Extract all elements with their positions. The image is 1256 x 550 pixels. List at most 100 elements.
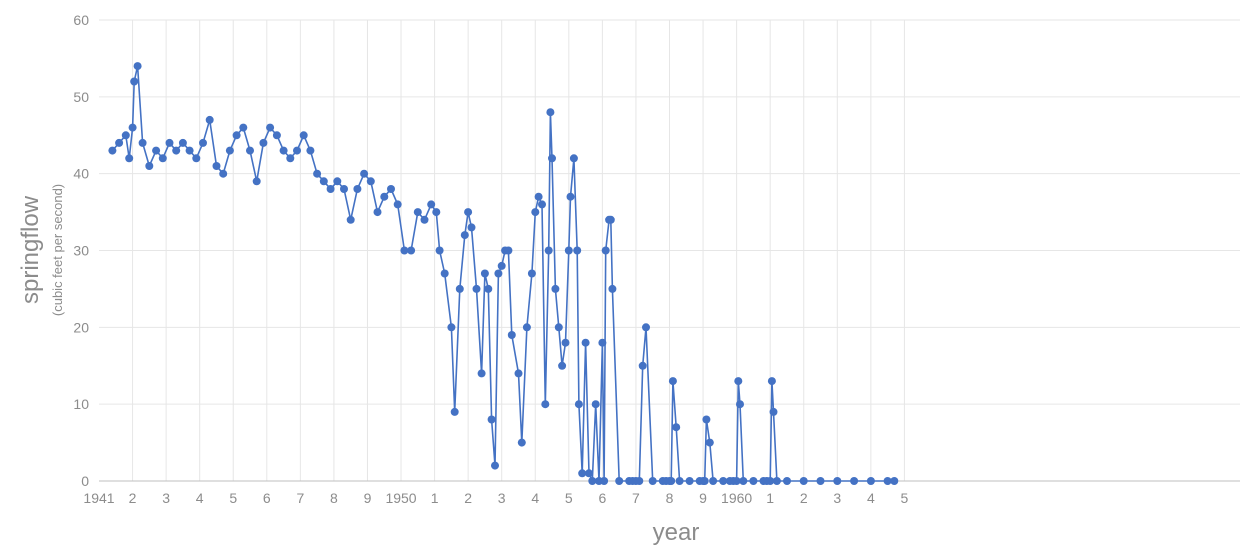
data-point xyxy=(186,147,194,155)
x-tick-label: 7 xyxy=(632,490,640,506)
data-point xyxy=(592,400,600,408)
data-point xyxy=(451,408,459,416)
data-point xyxy=(565,247,573,255)
data-point xyxy=(432,208,440,216)
data-point xyxy=(585,469,593,477)
x-tick-label: 3 xyxy=(162,490,170,506)
data-point xyxy=(213,162,221,170)
data-point xyxy=(394,200,402,208)
data-point xyxy=(226,147,234,155)
data-point xyxy=(320,177,328,185)
data-point xyxy=(333,177,341,185)
data-point xyxy=(414,208,422,216)
series-layer xyxy=(108,62,898,485)
data-point xyxy=(300,131,308,139)
data-point xyxy=(253,177,261,185)
x-axis-title: year xyxy=(653,519,700,546)
data-point xyxy=(535,193,543,201)
data-point xyxy=(528,270,536,278)
data-point xyxy=(498,262,506,270)
data-point xyxy=(166,139,174,147)
data-point xyxy=(555,323,563,331)
data-point xyxy=(293,147,301,155)
data-point xyxy=(134,62,142,70)
data-point xyxy=(545,247,553,255)
x-tick-label: 2 xyxy=(129,490,137,506)
data-point xyxy=(456,285,464,293)
data-point xyxy=(570,154,578,162)
data-point xyxy=(701,477,709,485)
data-point xyxy=(494,270,502,278)
data-point xyxy=(367,177,375,185)
data-point xyxy=(179,139,187,147)
y-axis-title-group: springflow xyxy=(17,195,44,304)
data-point xyxy=(600,477,608,485)
data-point xyxy=(286,154,294,162)
data-point xyxy=(573,247,581,255)
data-point xyxy=(706,439,714,447)
data-point xyxy=(115,139,123,147)
data-point xyxy=(468,223,476,231)
grid-layer xyxy=(99,20,1240,481)
x-tick-label: 5 xyxy=(565,490,573,506)
label-layer: 0 10 20 30 40 50 60 1941 2 3 4 5 6 7 8 9 1950 1 2 3 4 5 6 7 8 9 19… xyxy=(73,12,908,506)
data-point xyxy=(407,247,415,255)
data-point xyxy=(567,193,575,201)
data-point xyxy=(504,247,512,255)
data-point xyxy=(867,477,875,485)
x-tick-label: 6 xyxy=(263,490,271,506)
data-point xyxy=(734,377,742,385)
data-point xyxy=(739,477,747,485)
data-point xyxy=(139,139,147,147)
data-point xyxy=(387,185,395,193)
data-point xyxy=(129,124,137,132)
y-axis-subtitle-group: (cubic feet per second) xyxy=(50,184,65,316)
data-point xyxy=(122,131,130,139)
data-point xyxy=(192,154,200,162)
x-tick-label: 1950 xyxy=(385,490,416,506)
data-point xyxy=(531,208,539,216)
y-axis-subtitle: (cubic feet per second) xyxy=(50,184,65,316)
data-point xyxy=(374,208,382,216)
data-point xyxy=(615,477,623,485)
y-tick-label: 40 xyxy=(73,166,89,182)
data-point xyxy=(598,339,606,347)
x-tick-label: 9 xyxy=(364,490,372,506)
data-point xyxy=(770,408,778,416)
data-point xyxy=(145,162,153,170)
data-point xyxy=(541,400,549,408)
data-point xyxy=(488,416,496,424)
data-point xyxy=(551,285,559,293)
data-point xyxy=(518,439,526,447)
data-point xyxy=(491,462,499,470)
data-point xyxy=(833,477,841,485)
data-point xyxy=(817,477,825,485)
data-point xyxy=(773,477,781,485)
x-tick-label: 3 xyxy=(498,490,506,506)
data-point xyxy=(523,323,531,331)
x-tick-label: 1960 xyxy=(721,490,752,506)
data-point xyxy=(461,231,469,239)
x-tick-label: 4 xyxy=(531,490,539,506)
y-tick-label: 0 xyxy=(81,473,89,489)
series-line xyxy=(112,66,894,481)
data-point xyxy=(639,362,647,370)
data-point xyxy=(649,477,657,485)
data-point xyxy=(306,147,314,155)
x-tick-label: 7 xyxy=(296,490,304,506)
data-point xyxy=(850,477,858,485)
x-tick-label: 1941 xyxy=(83,490,114,506)
data-point xyxy=(478,369,486,377)
data-point xyxy=(108,147,116,155)
data-point xyxy=(642,323,650,331)
data-point xyxy=(340,185,348,193)
data-point xyxy=(441,270,449,278)
x-tick-label: 4 xyxy=(867,490,875,506)
data-point xyxy=(159,154,167,162)
y-tick-label: 50 xyxy=(73,89,89,105)
x-tick-label: 4 xyxy=(196,490,204,506)
data-point xyxy=(768,377,776,385)
data-point xyxy=(890,477,898,485)
